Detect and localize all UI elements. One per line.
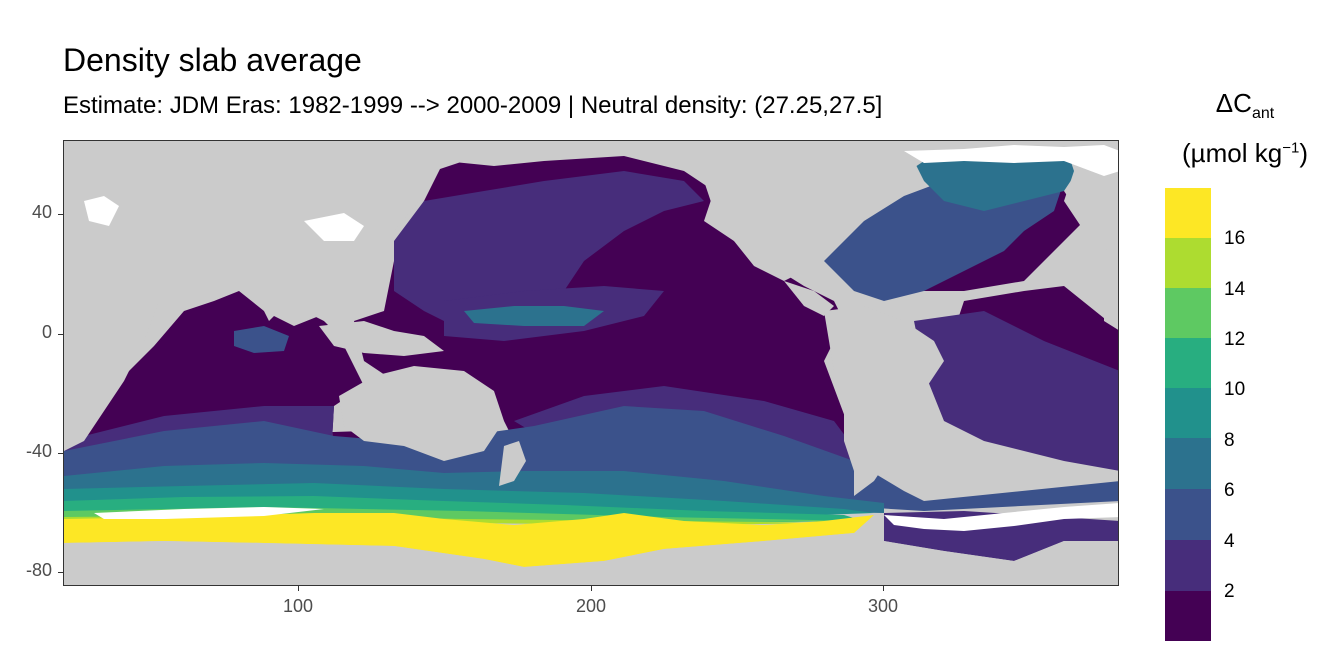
labrador-band: [914, 149, 1084, 211]
y-tick-mark-0: [58, 334, 63, 335]
legend-swatch-6-8: [1165, 438, 1211, 489]
no-data-med: [304, 213, 364, 241]
subtitle: Estimate: JDM Eras: 1982-1999 --> 2000-2…: [63, 92, 883, 119]
antarctica-land: [64, 533, 1118, 585]
legend-label-12: 12: [1224, 329, 1246, 350]
new-zealand-land: [499, 441, 526, 486]
maritime-continent-land: [319, 321, 444, 356]
no-data-weddell: [884, 503, 1118, 531]
map-panel: [63, 140, 1119, 586]
y-tick-mark-neg80: [58, 572, 63, 573]
legend-title-main: ΔC: [1215, 88, 1252, 118]
australia-land: [339, 366, 504, 461]
north-america-land: [704, 141, 924, 281]
central-america-land: [784, 281, 834, 316]
legend-swatch-2-4: [1165, 540, 1211, 591]
x-tick-mark-100: [298, 586, 299, 591]
north-pacific-band: [394, 171, 704, 331]
legend-title: ΔCant: [1160, 88, 1330, 123]
x-tick-mark-200: [591, 586, 592, 591]
southern-ocean-band-16: [64, 513, 874, 567]
asia-land: [144, 141, 484, 331]
x-tick-label-100: 100: [282, 596, 314, 616]
no-data-southern-streak: [94, 507, 324, 519]
x-tick-label-200: 200: [575, 596, 607, 616]
legend-title-sub: ant: [1251, 105, 1275, 123]
legend-label-8: 8: [1224, 430, 1235, 451]
y-tick-label-0: 0: [41, 322, 52, 342]
equatorial-pacific-core: [464, 306, 604, 326]
atlantic-mid-band: [914, 311, 1118, 471]
west-africa-land: [1104, 246, 1118, 330]
southern-ocean-band-10: [64, 496, 864, 523]
legend-label-16: 16: [1224, 228, 1246, 249]
ocean-field-map: [64, 141, 1118, 585]
legend-swatch-8-10: [1165, 388, 1211, 438]
x-tick-mark-300: [883, 586, 884, 591]
legend-swatch-12-14: [1165, 288, 1211, 338]
x-tick-label-300: 300: [867, 596, 899, 616]
y-tick-label-neg40: -40: [25, 441, 52, 461]
legend-label-10: 10: [1224, 379, 1246, 400]
page-title: Density slab average: [63, 42, 362, 78]
legend-swatch-10-12: [1165, 338, 1211, 388]
no-data-arctic: [904, 145, 1118, 176]
legend-unit-sup: −1: [1282, 139, 1300, 157]
legend-unit-close: ): [1299, 138, 1308, 168]
legend-unit-open: (µmol kg: [1182, 138, 1283, 168]
south-america-land: [824, 306, 944, 496]
legend-unit: (µmol kg−1): [1160, 138, 1330, 169]
legend-label-4: 4: [1224, 531, 1235, 552]
legend-label-6: 6: [1224, 480, 1235, 501]
y-tick-mark-40: [58, 214, 63, 215]
legend-swatch-14-16: [1165, 238, 1211, 288]
y-tick-label-40: 40: [31, 202, 52, 222]
legend-swatch-4-6: [1165, 489, 1211, 540]
legend-swatch-below-2: [1165, 591, 1211, 641]
legend-label-14: 14: [1224, 279, 1246, 300]
y-tick-mark-neg40: [58, 453, 63, 454]
legend-swatch-16-plus: [1165, 188, 1211, 238]
legend-label-2: 2: [1224, 581, 1235, 602]
y-tick-label-neg80: -80: [25, 560, 52, 580]
indian-equator-core: [234, 326, 289, 353]
southern-ocean-band-8: [64, 483, 874, 517]
india-land: [244, 261, 294, 321]
no-data-caspian: [84, 196, 119, 226]
